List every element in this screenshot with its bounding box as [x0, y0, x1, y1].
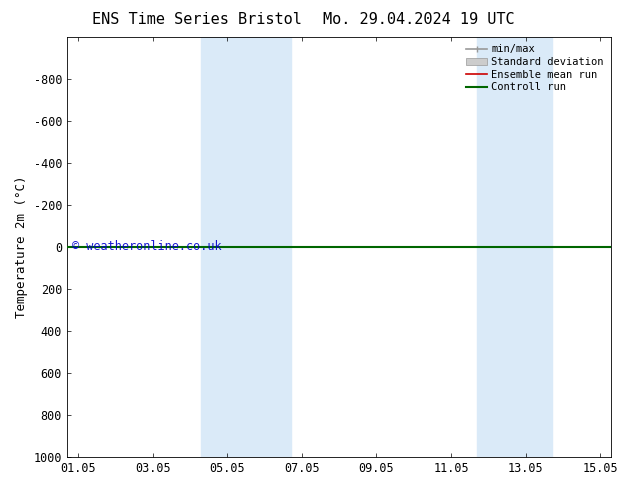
Text: ENS Time Series Bristol: ENS Time Series Bristol: [91, 12, 302, 27]
Bar: [201, 37, 290, 457]
Bar: [477, 37, 552, 457]
Y-axis label: Temperature 2m (°C): Temperature 2m (°C): [15, 176, 28, 318]
Legend: min/max, Standard deviation, Ensemble mean run, Controll run: min/max, Standard deviation, Ensemble me…: [465, 42, 606, 94]
Text: Mo. 29.04.2024 19 UTC: Mo. 29.04.2024 19 UTC: [323, 12, 514, 27]
Text: © weatheronline.co.uk: © weatheronline.co.uk: [72, 240, 222, 253]
